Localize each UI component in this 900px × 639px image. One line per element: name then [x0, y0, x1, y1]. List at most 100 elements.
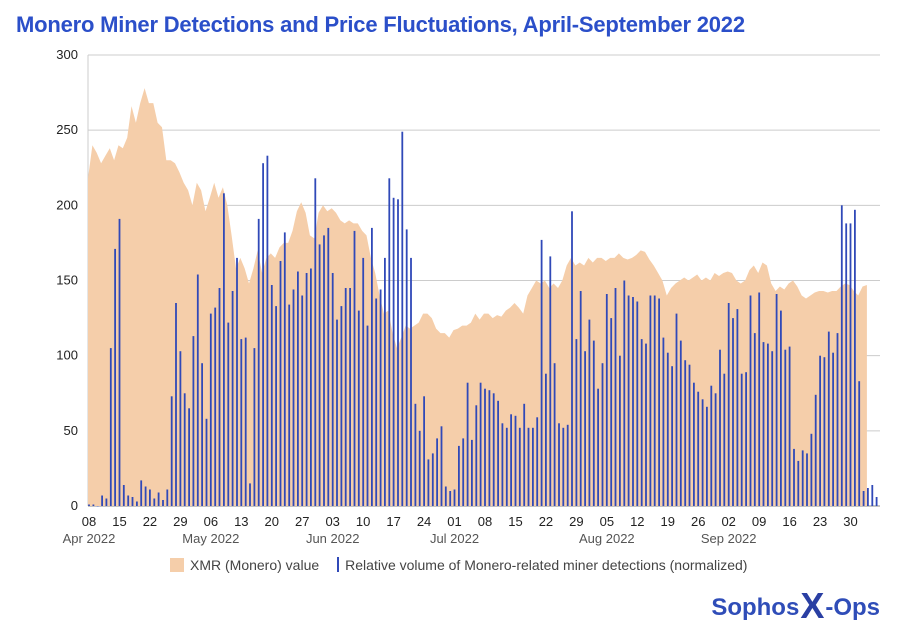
detection-bar [536, 417, 539, 506]
detection-bar [671, 366, 673, 506]
detection-bar [623, 280, 626, 506]
detection-bar [397, 199, 399, 507]
y-tick-label: 50 [64, 423, 78, 438]
detection-bar [96, 506, 99, 507]
detection-bar [793, 448, 795, 506]
x-tick-label: 08 [478, 514, 492, 529]
detection-bar [240, 339, 243, 506]
legend-item-xmr: XMR (Monero) value [170, 557, 319, 573]
detection-bar [379, 289, 382, 506]
detection-bar [405, 229, 408, 506]
detection-bar [475, 405, 478, 506]
detection-bar [814, 394, 817, 506]
brand-right: -Ops [825, 594, 880, 621]
detection-bar [675, 313, 678, 506]
detection-bar [109, 348, 112, 506]
x-tick-label: 15 [112, 514, 126, 529]
detection-bar [849, 223, 852, 506]
detection-bar [357, 310, 360, 506]
detection-bar [558, 423, 560, 506]
detection-bar [758, 292, 761, 506]
detection-bar [614, 288, 617, 506]
detection-bar [588, 319, 591, 506]
detection-bar [653, 295, 656, 506]
detection-bar [236, 257, 238, 506]
detection-bar [188, 408, 190, 506]
detections-bar-series [88, 131, 878, 507]
detection-bar [205, 418, 208, 506]
sophos-xops-logo: SophosX-Ops [711, 585, 880, 627]
x-tick-label: 22 [143, 514, 157, 529]
x-tick-label: 29 [569, 514, 583, 529]
detection-bar [140, 480, 143, 506]
detection-bar [492, 393, 495, 507]
detection-bar [767, 343, 769, 506]
detection-bar [301, 295, 304, 506]
detection-bar [144, 486, 147, 506]
detection-bar [283, 232, 286, 506]
detection-bar [157, 492, 160, 506]
detection-bar [414, 403, 417, 506]
detection-bar [727, 303, 730, 506]
detection-bar [627, 295, 630, 506]
detection-bar [597, 388, 599, 506]
y-tick-label: 150 [56, 273, 78, 288]
x-tick-label: 09 [752, 514, 766, 529]
detection-bar [344, 288, 347, 506]
detection-bar [645, 343, 647, 506]
x-tick-label: 03 [325, 514, 339, 529]
detection-bar [227, 322, 230, 506]
detection-bar [153, 498, 156, 506]
x-tick-label: 06 [204, 514, 218, 529]
detection-bar [701, 399, 704, 506]
detection-bar [340, 306, 343, 506]
detection-bar [249, 483, 251, 506]
detection-bar [505, 427, 508, 506]
detection-bar [540, 239, 543, 506]
detection-bar [331, 273, 334, 506]
detection-bar [318, 244, 321, 506]
chart-title: Monero Miner Detections and Price Fluctu… [16, 12, 745, 37]
detection-bar [384, 257, 386, 506]
detection-bar [584, 351, 586, 506]
x-tick-label: 26 [691, 514, 705, 529]
detection-bar [175, 303, 177, 506]
detection-bar [549, 256, 552, 506]
detection-bar [732, 318, 734, 506]
detection-bar [840, 205, 843, 507]
x-tick-label: 17 [386, 514, 400, 529]
detection-bar [771, 351, 774, 506]
detection-bar [697, 391, 700, 506]
detection-bar [780, 310, 782, 506]
brand-left: Sophos [711, 594, 800, 621]
detection-bar [401, 131, 404, 506]
detection-bar [418, 430, 421, 506]
detection-bar [575, 339, 578, 506]
detection-bar [436, 438, 438, 506]
detection-bar [871, 485, 874, 506]
detection-bar [297, 271, 299, 506]
x-tick-label: 29 [173, 514, 187, 529]
detection-bar [501, 423, 504, 506]
detection-bar [571, 211, 573, 507]
detection-bar [810, 433, 813, 506]
detection-bar [444, 486, 447, 506]
detection-bar [845, 223, 848, 506]
x-month-label: Sep 2022 [701, 531, 757, 546]
detection-bar [453, 489, 456, 506]
detection-bar [518, 427, 521, 506]
detection-bar [262, 163, 264, 506]
detection-bar [523, 403, 526, 506]
detection-bar [858, 381, 861, 506]
detection-bar [632, 297, 634, 506]
x-tick-label: 10 [356, 514, 370, 529]
detection-bar [714, 393, 717, 507]
detection-bar [231, 291, 234, 506]
detection-bar [136, 501, 138, 506]
legend-item-detections: Relative volume of Monero-related miner … [337, 557, 747, 573]
detection-bar [854, 209, 856, 507]
detection-bar [649, 295, 652, 506]
x-tick-label: 08 [82, 514, 96, 529]
detection-bar [288, 304, 291, 506]
